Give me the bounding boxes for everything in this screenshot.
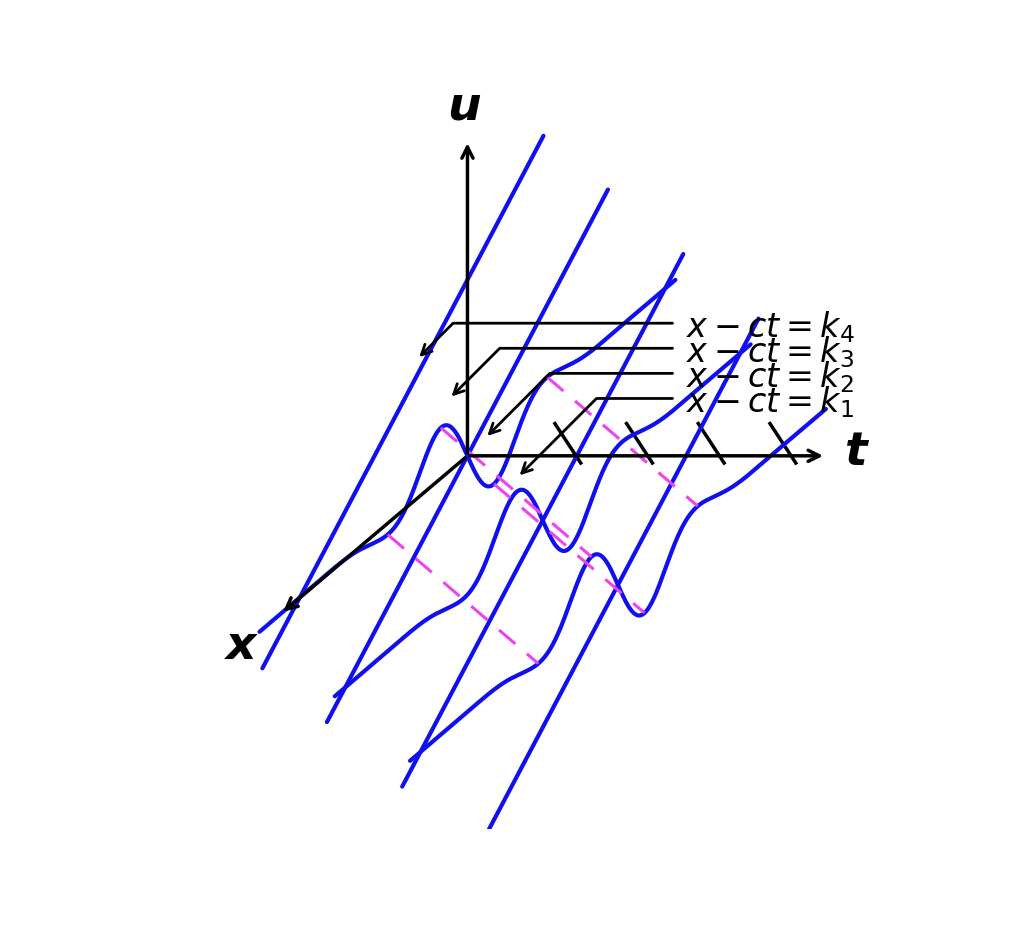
Text: $\boldsymbol{u}$: $\boldsymbol{u}$: [446, 85, 481, 129]
Text: $x - ct = k_4$: $x - ct = k_4$: [686, 309, 855, 344]
Text: $\boldsymbol{t}$: $\boldsymbol{t}$: [844, 430, 869, 475]
Text: $x - ct = k_3$: $x - ct = k_3$: [686, 334, 854, 370]
Text: $x - ct = k_2$: $x - ct = k_2$: [686, 359, 854, 395]
Text: $x - ct = k_1$: $x - ct = k_1$: [686, 385, 854, 420]
Text: $\boldsymbol{x}$: $\boldsymbol{x}$: [224, 625, 259, 669]
